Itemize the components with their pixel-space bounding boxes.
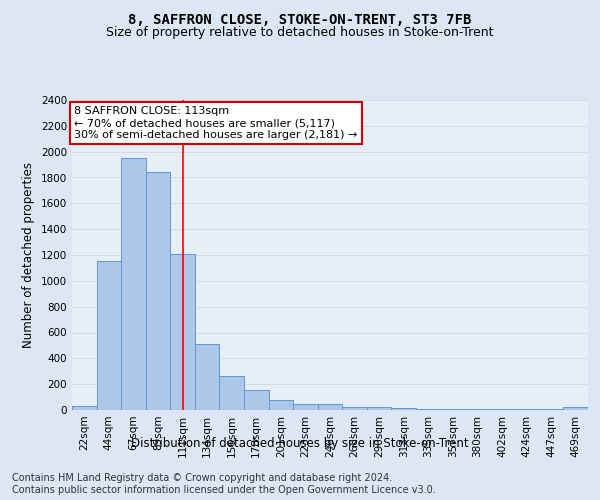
Bar xyxy=(220,376,244,410)
Text: Size of property relative to detached houses in Stoke-on-Trent: Size of property relative to detached ho… xyxy=(106,26,494,39)
Bar xyxy=(318,404,342,410)
Bar xyxy=(121,158,146,410)
Bar xyxy=(342,407,367,410)
Text: 8, SAFFRON CLOSE, STOKE-ON-TRENT, ST3 7FB: 8, SAFFRON CLOSE, STOKE-ON-TRENT, ST3 7F… xyxy=(128,12,472,26)
Bar xyxy=(440,408,465,410)
Bar xyxy=(244,390,269,410)
Bar xyxy=(293,404,318,410)
Bar xyxy=(563,408,588,410)
Bar xyxy=(146,172,170,410)
Bar xyxy=(97,262,121,410)
Text: Distribution of detached houses by size in Stoke-on-Trent: Distribution of detached houses by size … xyxy=(131,438,469,450)
Bar xyxy=(514,408,539,410)
Bar xyxy=(72,406,97,410)
Bar xyxy=(195,344,220,410)
Bar xyxy=(170,254,195,410)
Bar xyxy=(391,408,416,410)
Bar xyxy=(269,400,293,410)
Bar xyxy=(367,408,391,410)
Bar xyxy=(416,408,440,410)
Bar xyxy=(465,408,490,410)
Text: Contains HM Land Registry data © Crown copyright and database right 2024.
Contai: Contains HM Land Registry data © Crown c… xyxy=(12,474,436,495)
Text: 8 SAFFRON CLOSE: 113sqm
← 70% of detached houses are smaller (5,117)
30% of semi: 8 SAFFRON CLOSE: 113sqm ← 70% of detache… xyxy=(74,106,358,140)
Y-axis label: Number of detached properties: Number of detached properties xyxy=(22,162,35,348)
